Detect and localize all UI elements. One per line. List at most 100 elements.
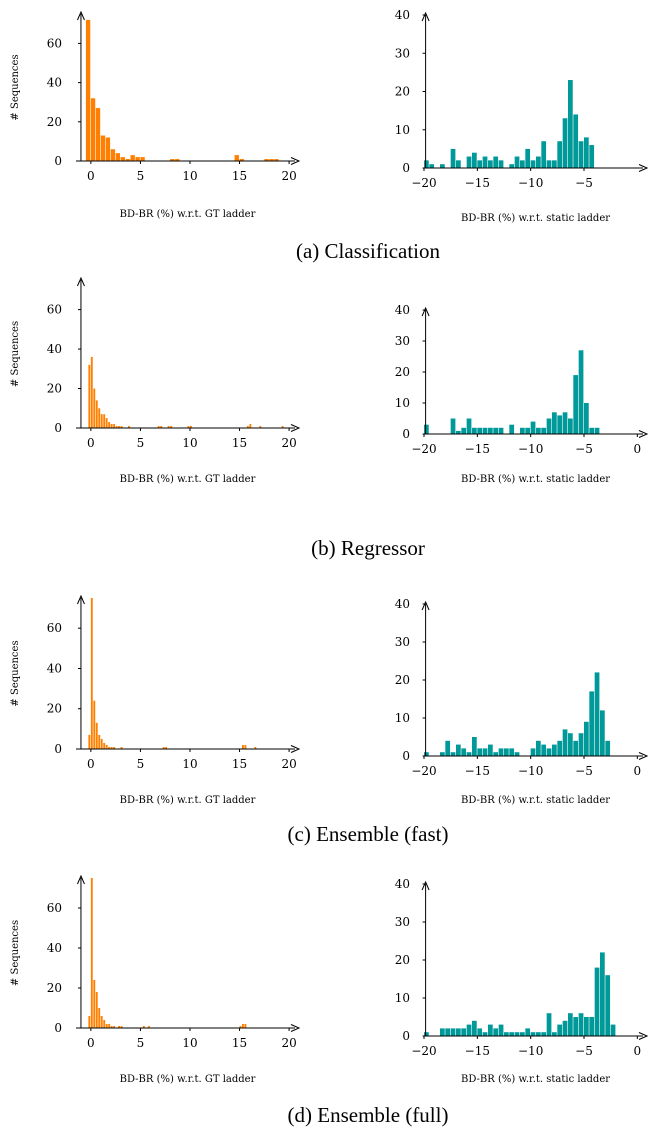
- y-tick-label: 20: [395, 953, 410, 967]
- histogram-d-static: −20 −15 −10 −5 0 0 10 20 30 40 BD-BR (%) w.r.t. st…: [395, 877, 648, 1085]
- bar: [509, 164, 515, 168]
- caption-b: (b) Regressor: [311, 536, 425, 560]
- x-axis-arrow: [638, 430, 648, 438]
- y-tick-label: 40: [47, 661, 62, 675]
- y-axis-label: # Sequences: [10, 54, 21, 120]
- x-axis-arrow: [638, 752, 648, 760]
- x-tick-label: 5: [137, 757, 145, 771]
- bar: [541, 427, 547, 434]
- y-tick-label: 40: [395, 877, 410, 891]
- y-tick-label: 10: [395, 396, 410, 410]
- bar: [110, 149, 116, 161]
- x-tick-label: −10: [518, 176, 543, 190]
- bar: [493, 1028, 499, 1036]
- bar: [239, 1026, 242, 1028]
- bar: [105, 1024, 108, 1028]
- bar: [557, 141, 563, 168]
- x-axis-arrow: [290, 1024, 301, 1032]
- bar: [98, 408, 101, 428]
- bar: [113, 424, 116, 428]
- y-axis-label: # Sequences: [10, 321, 21, 387]
- bar: [440, 164, 445, 168]
- bar: [504, 748, 509, 756]
- bar: [584, 137, 589, 168]
- y-tick-label: 30: [395, 334, 410, 348]
- bar: [187, 426, 190, 428]
- bar: [488, 1024, 493, 1036]
- x-tick-label: 15: [232, 436, 247, 450]
- bar: [162, 746, 165, 749]
- bar: [493, 156, 499, 168]
- y-axis-arrow: [76, 276, 85, 287]
- bar: [445, 740, 451, 756]
- x-tick-label: −20: [411, 1044, 436, 1058]
- histogram-c-gt: 0 5 10 15 20 0 20 40 60 BD-BR (%) w.r.t. GT ladde…: [10, 594, 301, 806]
- bar: [530, 160, 536, 168]
- bar: [88, 1016, 91, 1028]
- x-tick-label: 15: [232, 169, 247, 183]
- y-tick-label: 20: [47, 702, 62, 716]
- x-tick-label: 0: [87, 169, 95, 183]
- x-tick-label: −10: [518, 764, 543, 778]
- bar: [472, 737, 477, 756]
- bar: [95, 992, 98, 1028]
- bar: [498, 427, 504, 434]
- bar: [450, 148, 456, 169]
- x-axis-label: BD-BR (%) w.r.t. static ladder: [461, 213, 610, 224]
- bar: [456, 744, 461, 756]
- y-axis-arrow: [76, 594, 85, 605]
- bar: [100, 414, 103, 428]
- bar: [424, 424, 429, 434]
- bar: [477, 160, 483, 168]
- x-tick-label: −20: [411, 764, 436, 778]
- bar: [466, 418, 472, 434]
- y-tick-label: 0: [54, 742, 62, 756]
- bar: [115, 153, 120, 161]
- y-tick-label: 10: [395, 123, 410, 137]
- y-tick-label: 60: [47, 303, 62, 317]
- x-tick-label: −15: [465, 1044, 490, 1058]
- bar: [456, 1028, 461, 1036]
- bar: [477, 427, 483, 434]
- bar: [562, 412, 568, 434]
- bar: [594, 967, 600, 1036]
- x-tick-label: 5: [137, 1036, 145, 1050]
- histogram-c-static: −20 −15 −10 −5 0 0 10 20 30 40 BD-BR (%) w.r.t. st…: [395, 597, 648, 806]
- bar: [600, 952, 605, 1036]
- bar: [239, 159, 244, 161]
- bar: [557, 415, 563, 434]
- bar: [110, 1026, 113, 1028]
- y-tick-label: 40: [47, 342, 62, 356]
- y-tick-label: 30: [395, 915, 410, 929]
- bar: [493, 427, 499, 434]
- x-tick-label: 20: [281, 1036, 296, 1050]
- bar: [461, 748, 467, 756]
- bar: [170, 426, 173, 428]
- bar: [120, 426, 123, 428]
- bar: [254, 746, 257, 749]
- bar: [520, 427, 525, 434]
- bar: [95, 400, 98, 428]
- y-tick-label: 0: [402, 1029, 410, 1043]
- bar: [100, 135, 106, 161]
- bar: [140, 157, 145, 161]
- x-axis-label: BD-BR (%) w.r.t. static ladder: [461, 795, 610, 806]
- bar: [568, 1013, 573, 1036]
- bar: [600, 710, 605, 756]
- bar: [568, 733, 573, 756]
- caption-c: (c) Ensemble (fast): [288, 822, 449, 846]
- bar: [157, 426, 160, 428]
- bar: [578, 1013, 584, 1036]
- bar: [450, 752, 456, 756]
- bar: [100, 738, 103, 749]
- bar: [281, 426, 284, 428]
- y-tick-label: 40: [395, 8, 410, 22]
- y-tick-label: 60: [47, 36, 62, 50]
- bar: [466, 1024, 472, 1036]
- bar: [504, 1032, 509, 1036]
- bar: [246, 426, 249, 428]
- bar: [594, 672, 600, 756]
- y-axis-arrow: [421, 306, 430, 317]
- bar: [584, 403, 589, 434]
- caption-d: (d) Ensemble (full): [288, 1103, 449, 1127]
